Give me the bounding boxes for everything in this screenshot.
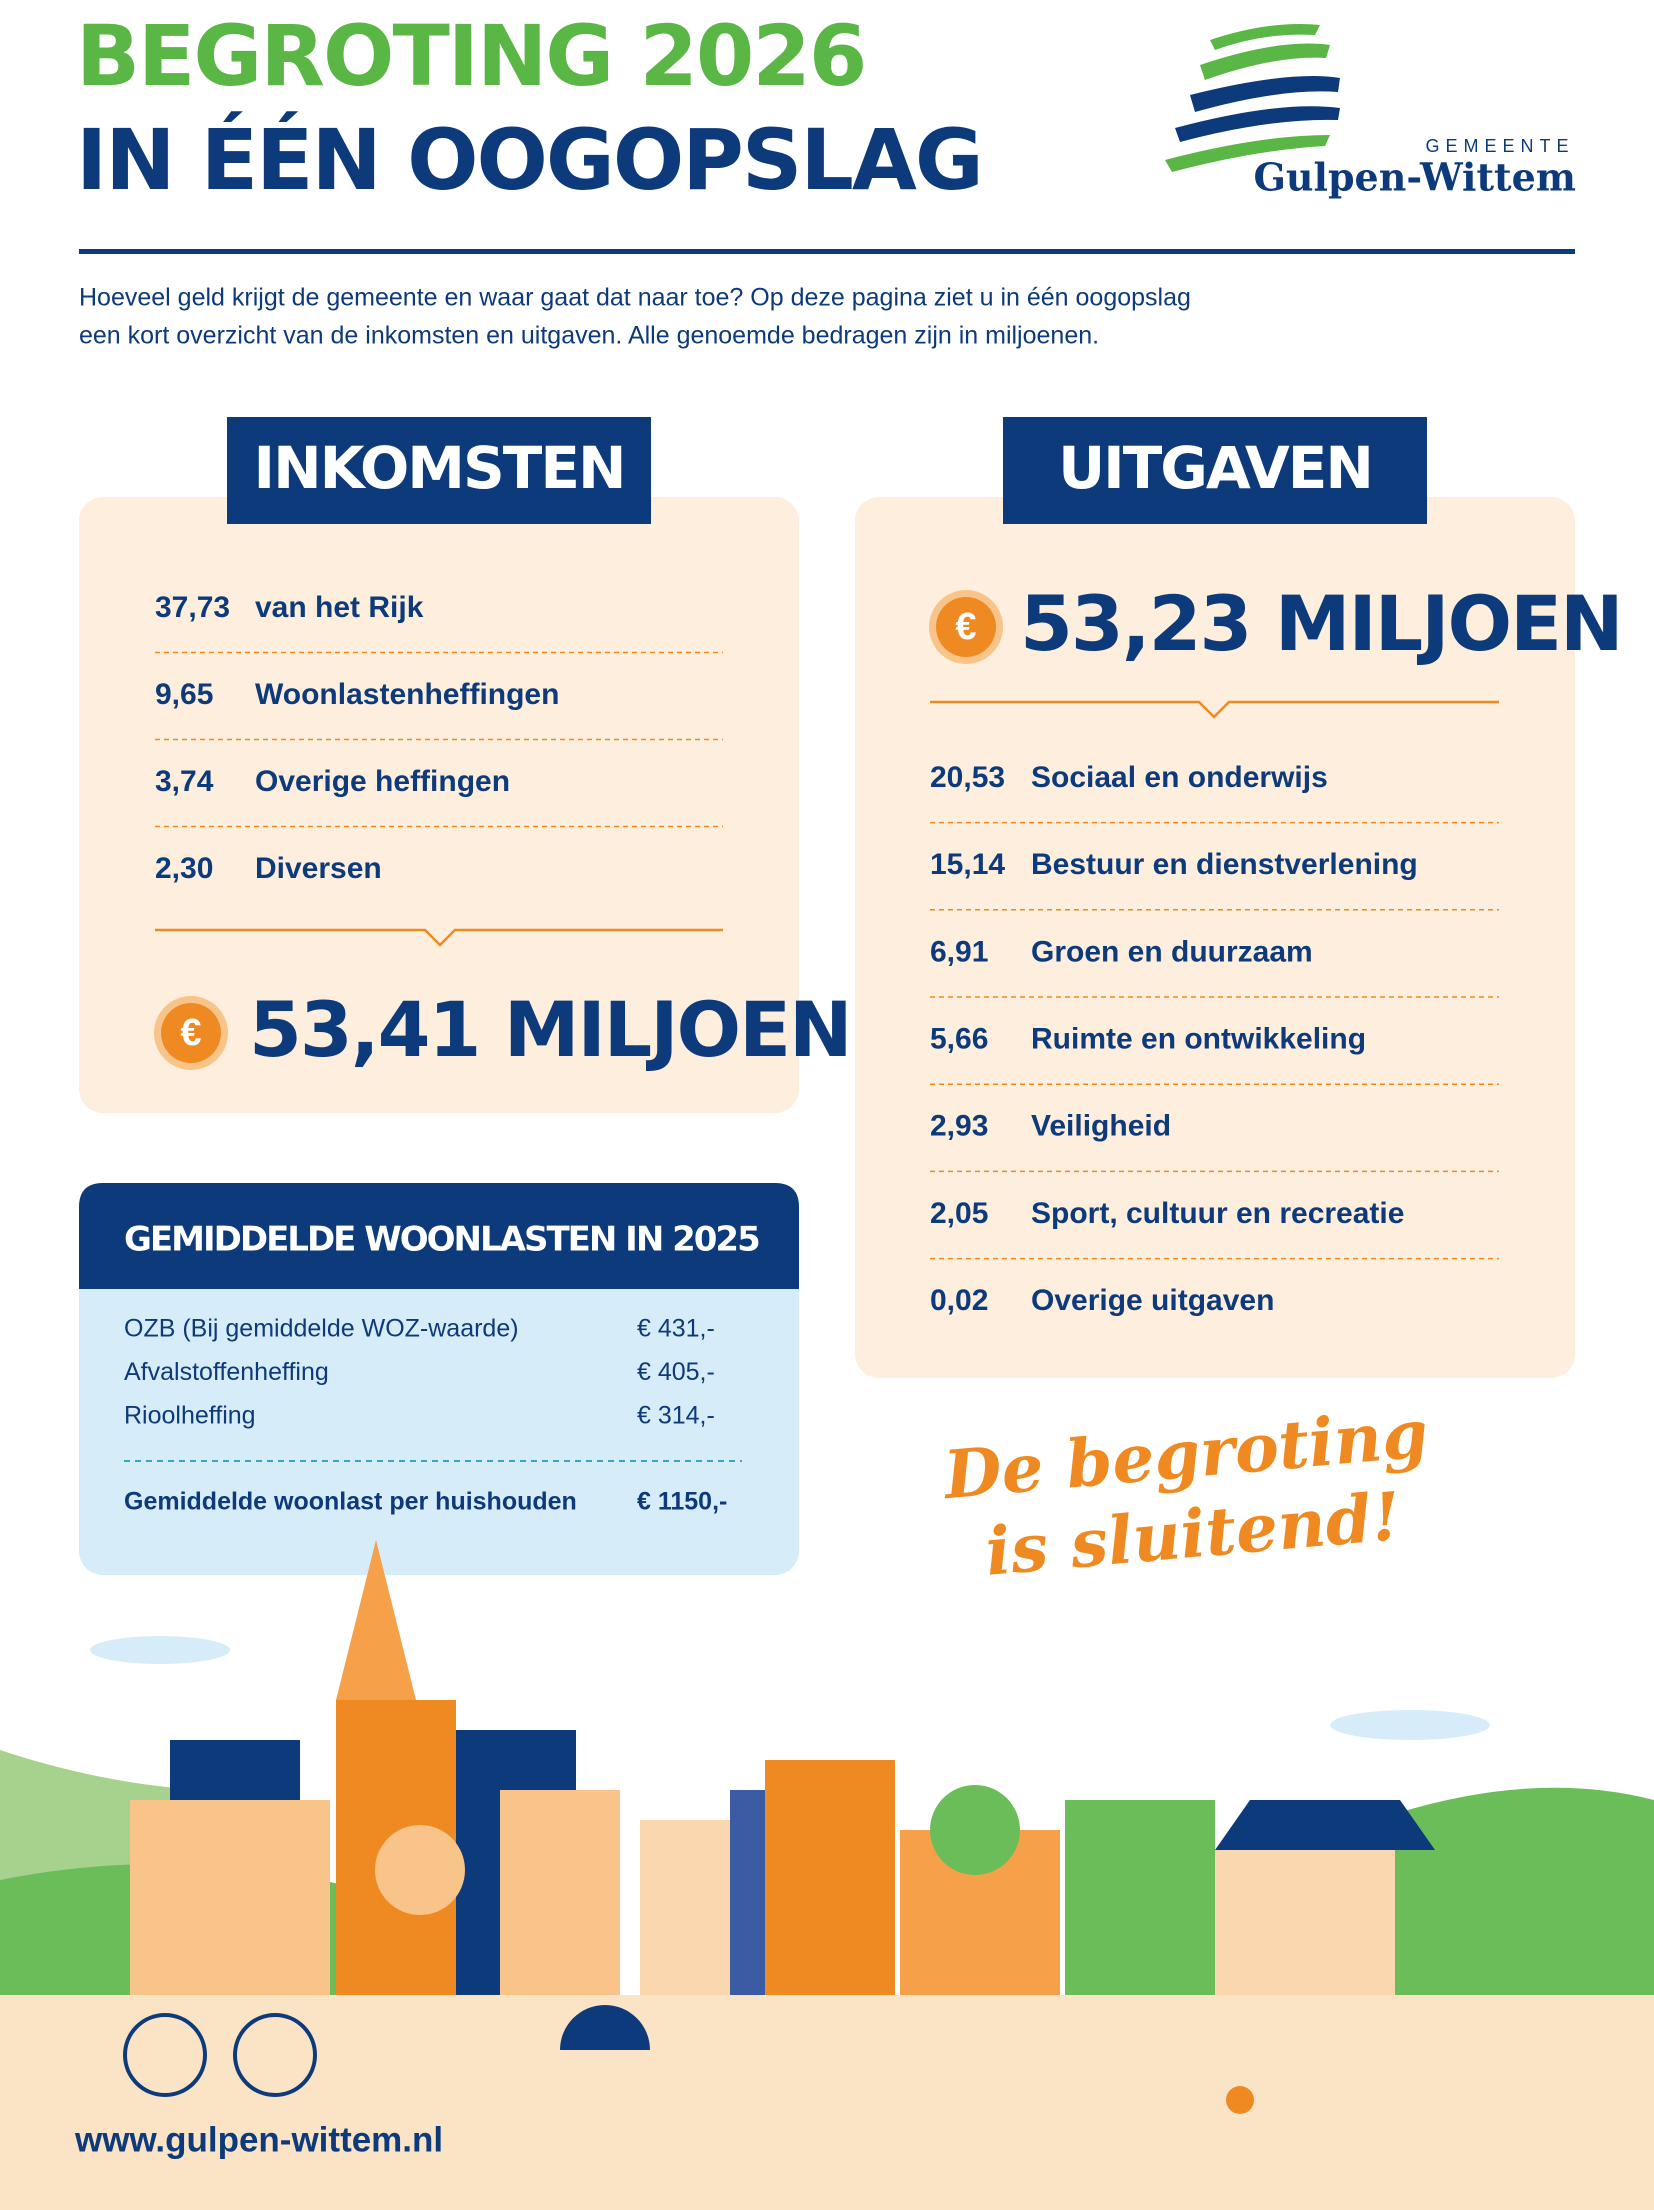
title-line2: IN ÉÉN OOGOPSLAG <box>76 111 982 209</box>
amount: 37,73 <box>155 591 230 624</box>
housing-value: € 405,- <box>637 1358 715 1386</box>
amount: 2,05 <box>930 1197 988 1230</box>
euro-sign: € <box>180 1012 201 1054</box>
amount: 2,30 <box>155 852 213 885</box>
housing-header <box>79 1183 799 1289</box>
amount: 20,53 <box>930 761 1005 794</box>
logo-name: Gulpen-Wittem <box>1253 155 1576 200</box>
item-label: Groen en duurzaam <box>1031 935 1313 968</box>
amount: 0,02 <box>930 1284 988 1317</box>
intro-line: een kort overzicht van de inkomsten en u… <box>79 322 1099 350</box>
divider <box>79 249 1575 254</box>
housing-value: € 431,- <box>637 1315 715 1343</box>
housing-label: Rioolheffing <box>124 1402 256 1430</box>
intro-line: Hoeveel geld krijgt de gemeente en waar … <box>79 284 1191 312</box>
item-label: Bestuur en dienstverlening <box>1031 848 1418 881</box>
euro-icon <box>936 597 996 657</box>
town-illustration <box>0 1540 1654 2210</box>
housing-label: OZB (Bij gemiddelde WOZ-waarde) <box>124 1315 519 1343</box>
income-header <box>227 417 651 524</box>
item-label: Sociaal en onderwijs <box>1031 761 1328 794</box>
expenses-header <box>1003 417 1427 524</box>
euro-icon <box>161 1003 221 1063</box>
amount: 15,14 <box>930 848 1005 881</box>
item-label: van het Rijk <box>255 591 424 624</box>
housing-value: € 314,- <box>637 1402 715 1430</box>
amount: 5,66 <box>930 1023 988 1056</box>
amount: 2,93 <box>930 1110 988 1143</box>
item-label: Overige uitgaven <box>1031 1284 1274 1317</box>
amount: 9,65 <box>155 678 213 711</box>
income-divider <box>155 928 723 947</box>
housing-total-value: € 1150,- <box>637 1488 727 1516</box>
amount: 3,74 <box>155 765 214 798</box>
expenses-total: 53,23 MILJOEN <box>1020 579 1622 668</box>
income-title: INKOMSTEN <box>254 434 625 502</box>
expenses-divider <box>930 700 1499 719</box>
expenses-title: UITGAVEN <box>1058 434 1372 502</box>
website[interactable]: www.gulpen-wittem.nl <box>74 2120 443 2159</box>
item-label: Woonlastenheffingen <box>255 678 559 711</box>
amount: 6,91 <box>930 935 988 968</box>
income-total: 53,41 MILJOEN <box>249 985 851 1074</box>
euro-sign: € <box>955 606 976 648</box>
item-label: Diversen <box>255 852 382 885</box>
item-label: Overige heffingen <box>255 765 510 798</box>
logo-top: GEMEENTE <box>1425 136 1574 156</box>
housing-label: Afvalstoffenheffing <box>124 1358 329 1386</box>
title-line1: BEGROTING 2026 <box>76 7 865 105</box>
slogan: De begroting is sluitend! <box>939 1394 1431 1591</box>
item-label: Veiligheid <box>1031 1110 1171 1143</box>
income-panel <box>79 497 799 1113</box>
logo: GEMEENTE Gulpen-Wittem <box>1165 24 1576 200</box>
housing-total-label: Gemiddelde woonlast per huishouden <box>124 1488 577 1516</box>
item-label: Sport, cultuur en recreatie <box>1031 1197 1404 1230</box>
item-label: Ruimte en ontwikkeling <box>1031 1023 1366 1056</box>
expenses-panel <box>855 497 1575 1378</box>
housing-title: GEMIDDELDE WOONLASTEN IN 2025 <box>124 1220 759 1260</box>
